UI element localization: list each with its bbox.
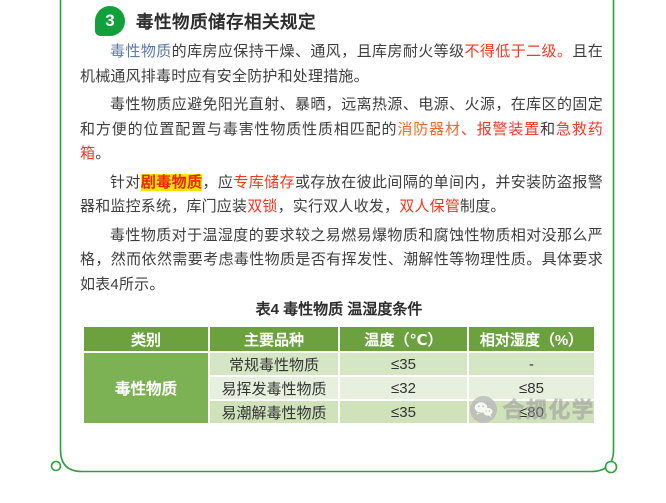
humidity-cell: ≤85 — [469, 377, 594, 399]
col-header-temperature: 温度（℃） — [340, 327, 467, 351]
corner-ornament-circle-right — [604, 460, 618, 474]
temperature-cell: ≤32 — [340, 377, 467, 399]
temperature-cell: ≤35 — [340, 353, 467, 375]
col-header-humidity: 相对湿度（%） — [469, 327, 594, 351]
temperature-cell: ≤35 — [340, 401, 467, 423]
table-row: 毒性物质 常规毒性物质 ≤35 - — [84, 353, 594, 423]
category-cell: 毒性物质 — [84, 353, 208, 423]
paragraph-temperature-humidity: 毒性物质对于温湿度的要求较之易燃易爆物质和腐蚀性物质相对没那么严格，然而依然需要… — [80, 226, 603, 293]
col-header-variety: 主要品种 — [210, 327, 338, 351]
col-header-category: 类别 — [84, 327, 208, 351]
variety-cell: 常规毒性物质 — [210, 353, 338, 375]
variety-cell: 易潮解毒性物质 — [210, 401, 338, 423]
table-caption: 表4 毒性物质 温湿度条件 — [255, 301, 423, 318]
table-row: 易潮解毒性物质 ≤35 ≤80 — [84, 401, 594, 423]
article-body: 毒性物质的库房应保持干燥、通风，且库房耐火等级不得低于二级。且在机械通风排毒时应… — [80, 40, 603, 301]
humidity-cell: ≤80 — [469, 401, 594, 423]
table-header-row: 类别 主要品种 温度（℃） 相对湿度（%） — [84, 327, 594, 351]
section-heading: 3 毒性物质储存相关规定 — [95, 6, 316, 36]
humidity-cell: - — [469, 353, 594, 375]
variety-cell: 易挥发毒性物质 — [210, 377, 338, 399]
table-row: 易挥发毒性物质 ≤32 ≤85 — [84, 377, 594, 399]
section-title: 毒性物质储存相关规定 — [136, 11, 316, 32]
temperature-humidity-table: 类别 主要品种 温度（℃） 相对湿度（%） 毒性物质 常规毒性物质 ≤35 - … — [82, 325, 596, 425]
paragraph-highly-toxic: 针对剧毒物质，应专库储存或存放在彼此间隔的单间内，并安装防盗报警器和监控系统，库… — [80, 173, 603, 215]
corner-ornament-circle-left — [50, 460, 62, 472]
paragraph-storage-room: 毒性物质的库房应保持干燥、通风，且库房耐火等级不得低于二级。且在机械通风排毒时应… — [80, 43, 603, 85]
paragraph-sunlight-equipment: 毒性物质应避免阳光直射、暴晒，远离热源、电源、火源，在库区的固定和方便的位置配置… — [80, 96, 603, 162]
section-number-badge: 3 — [95, 6, 125, 36]
